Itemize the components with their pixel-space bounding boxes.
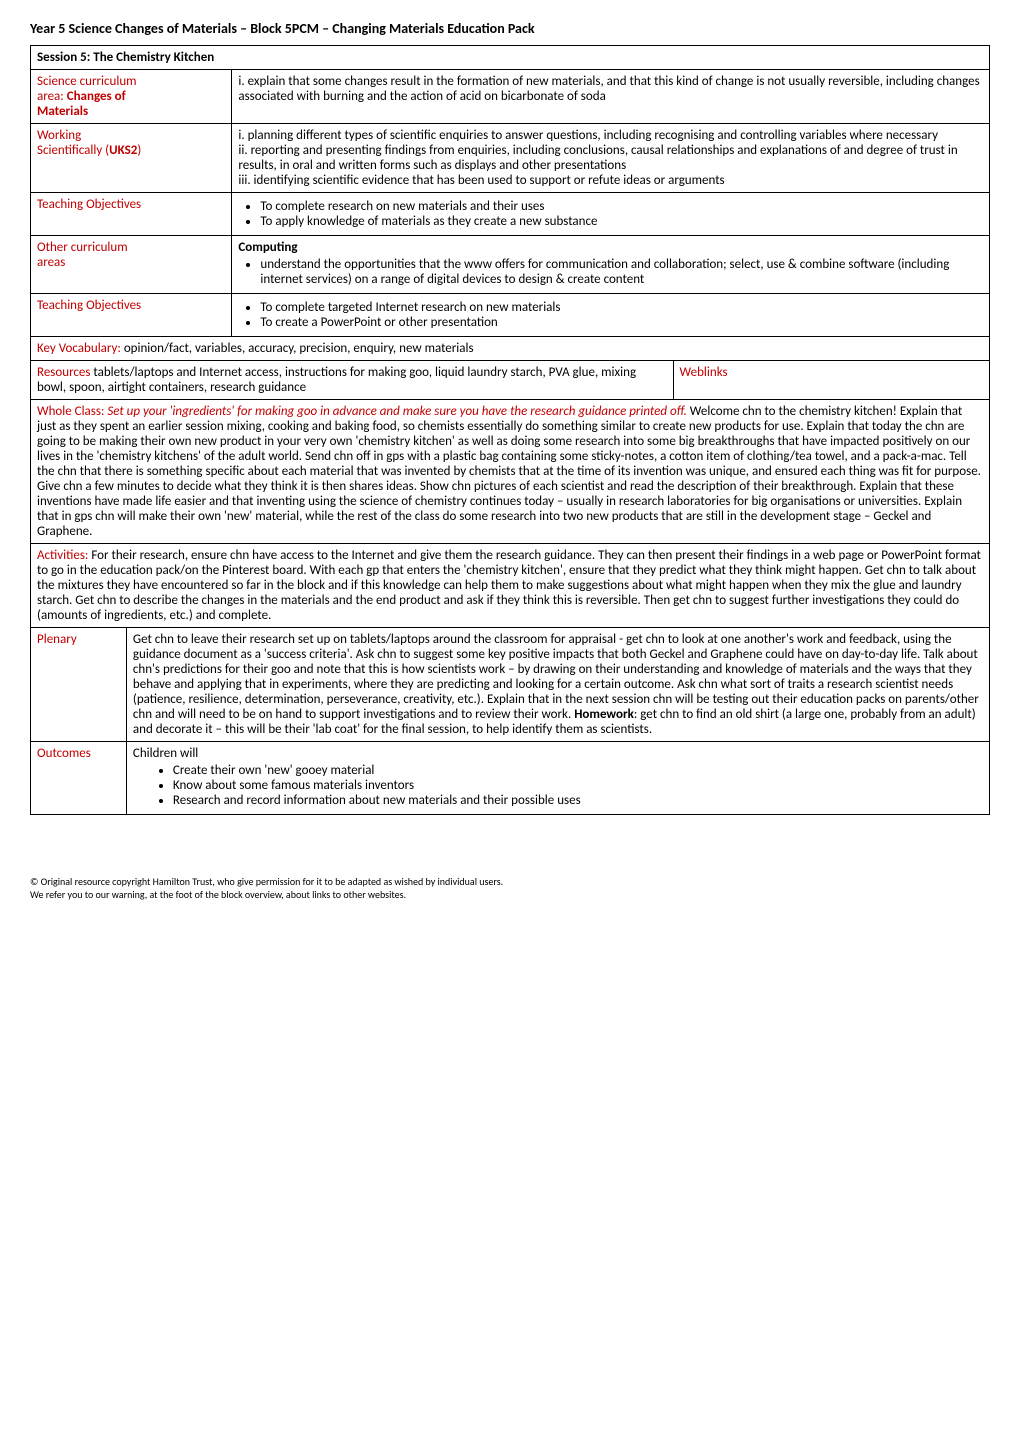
- curriculum-label-line2: area:: [37, 89, 67, 104]
- teach1-body: To complete research on new materials an…: [232, 193, 990, 236]
- whole-class-row: Whole Class: Set up your 'ingredients' f…: [31, 400, 990, 544]
- working-body-i: i. planning different types of scientifi…: [238, 128, 938, 143]
- other-areas-bullet: understand the opportunities that the ww…: [260, 257, 983, 287]
- working-label-line2: Scientifically (: [37, 143, 109, 158]
- vocab-cell: Key Vocabulary: opinion/fact, variables,…: [31, 337, 990, 361]
- working-body-iii: iii. identifying scientific evidence tha…: [238, 173, 724, 188]
- working-label: Working Scientifically (UKS2): [31, 124, 232, 193]
- outcomes-label: Outcomes: [31, 742, 127, 815]
- teach1-bullet-1: To apply knowledge of materials as they …: [260, 214, 983, 229]
- teach2-bullet-0: To complete targeted Internet research o…: [260, 300, 983, 315]
- teach1-bullet-0: To complete research on new materials an…: [260, 199, 983, 214]
- curriculum-label-line3: Materials: [37, 104, 88, 119]
- vocab-row: Key Vocabulary: opinion/fact, variables,…: [31, 337, 990, 361]
- curriculum-label-line1: Science curriculum: [37, 74, 137, 89]
- resources-row: Resources tablets/laptops and Internet a…: [31, 361, 990, 400]
- curriculum-label: Science curriculum area: Changes of Mate…: [31, 70, 232, 124]
- whole-class-label: Whole Class:: [37, 404, 107, 419]
- footer-line2: We refer you to our warning, at the foot…: [30, 888, 990, 901]
- whole-class-body: Welcome chn to the chemistry kitchen! Ex…: [37, 404, 981, 539]
- page-title: Year 5 Science Changes of Materials – Bl…: [30, 20, 990, 37]
- outcomes-intro: Children will: [133, 746, 198, 761]
- working-body-ii: ii. reporting and presenting findings fr…: [238, 143, 957, 173]
- teach1-row: Teaching Objectives To complete research…: [31, 193, 990, 236]
- outcomes-bullet-0: Create their own 'new' gooey material: [173, 763, 983, 778]
- resources-body: tablets/laptops and Internet access, ins…: [37, 365, 636, 395]
- lesson-plan-table: Session 5: The Chemistry Kitchen Science…: [30, 45, 990, 815]
- activities-row: Activities: For their research, ensure c…: [31, 544, 990, 628]
- activities-label: Activities:: [37, 548, 91, 563]
- outcomes-bullet-1: Know about some famous materials invento…: [173, 778, 983, 793]
- weblinks-cell: Weblinks: [673, 361, 989, 400]
- activities-body: For their research, ensure chn have acce…: [37, 548, 981, 623]
- other-areas-subhead: Computing: [238, 240, 297, 255]
- working-label-bold: UKS2: [109, 143, 137, 158]
- other-areas-row: Other curriculum areas Computing underst…: [31, 236, 990, 294]
- weblinks-label: Weblinks: [680, 365, 728, 380]
- footer: © Original resource copyright Hamilton T…: [30, 875, 990, 901]
- teach2-bullet-1: To create a PowerPoint or other presenta…: [260, 315, 983, 330]
- teach2-row: Teaching Objectives To complete targeted…: [31, 294, 990, 337]
- curriculum-row: Science curriculum area: Changes of Mate…: [31, 70, 990, 124]
- resources-cell: Resources tablets/laptops and Internet a…: [31, 361, 674, 400]
- vocab-body: opinion/fact, variables, accuracy, preci…: [124, 341, 474, 356]
- working-label-close: ): [137, 143, 141, 158]
- plenary-row: Plenary Get chn to leave their research …: [31, 628, 990, 742]
- plenary-homework-bold: Homework: [574, 707, 634, 722]
- plenary-label: Plenary: [31, 628, 127, 742]
- teach1-label: Teaching Objectives: [31, 193, 232, 236]
- curriculum-label-bold: Changes of: [67, 89, 126, 104]
- curriculum-body: i. explain that some changes result in t…: [232, 70, 990, 124]
- plenary-body: Get chn to leave their research set up o…: [126, 628, 989, 742]
- resources-label: Resources: [37, 365, 93, 380]
- working-body: i. planning different types of scientifi…: [232, 124, 990, 193]
- footer-line1: © Original resource copyright Hamilton T…: [30, 875, 990, 888]
- teach2-body: To complete targeted Internet research o…: [232, 294, 990, 337]
- activities-cell: Activities: For their research, ensure c…: [31, 544, 990, 628]
- teach2-label: Teaching Objectives: [31, 294, 232, 337]
- outcomes-bullet-2: Research and record information about ne…: [173, 793, 983, 808]
- outcomes-body: Children will Create their own 'new' goo…: [126, 742, 989, 815]
- vocab-label: Key Vocabulary:: [37, 341, 124, 356]
- whole-class-italic: Set up your 'ingredients' for making goo…: [107, 404, 686, 419]
- outcomes-row: Outcomes Children will Create their own …: [31, 742, 990, 815]
- working-label-line1: Working: [37, 128, 81, 143]
- other-areas-label-line1: Other curriculum: [37, 240, 128, 255]
- other-areas-body: Computing understand the opportunities t…: [232, 236, 990, 294]
- whole-class-cell: Whole Class: Set up your 'ingredients' f…: [31, 400, 990, 544]
- other-areas-label: Other curriculum areas: [31, 236, 232, 294]
- session-header-row: Session 5: The Chemistry Kitchen: [31, 46, 990, 70]
- session-header: Session 5: The Chemistry Kitchen: [31, 46, 990, 70]
- other-areas-label-line2: areas: [37, 255, 65, 270]
- working-row: Working Scientifically (UKS2) i. plannin…: [31, 124, 990, 193]
